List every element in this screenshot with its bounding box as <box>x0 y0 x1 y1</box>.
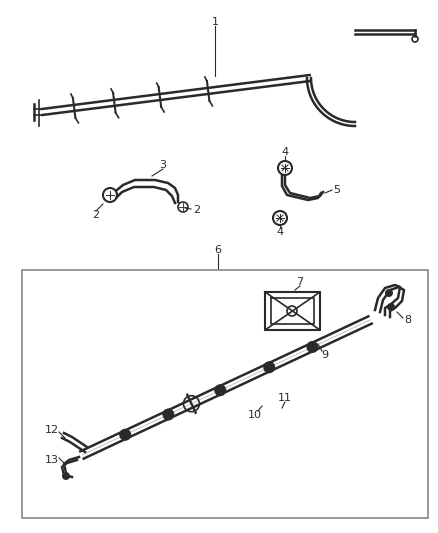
Text: 13: 13 <box>45 455 59 465</box>
Text: 10: 10 <box>248 410 262 420</box>
Circle shape <box>62 472 70 480</box>
Circle shape <box>387 303 395 311</box>
Text: 9: 9 <box>321 350 328 360</box>
Text: 5: 5 <box>333 185 340 195</box>
Text: 1: 1 <box>212 17 219 27</box>
Circle shape <box>119 429 131 441</box>
Text: 7: 7 <box>297 277 304 287</box>
Text: 2: 2 <box>194 205 201 215</box>
Text: 12: 12 <box>45 425 59 435</box>
Circle shape <box>385 289 393 297</box>
Text: 3: 3 <box>159 160 166 170</box>
Circle shape <box>162 408 174 421</box>
Text: 4: 4 <box>276 227 283 237</box>
Circle shape <box>307 341 318 353</box>
Text: 6: 6 <box>215 245 222 255</box>
Bar <box>22 270 428 518</box>
Circle shape <box>263 361 275 373</box>
Circle shape <box>214 384 226 396</box>
Text: 4: 4 <box>282 147 289 157</box>
Text: 8: 8 <box>404 315 412 325</box>
Text: 2: 2 <box>92 210 99 220</box>
Text: 11: 11 <box>278 393 292 403</box>
